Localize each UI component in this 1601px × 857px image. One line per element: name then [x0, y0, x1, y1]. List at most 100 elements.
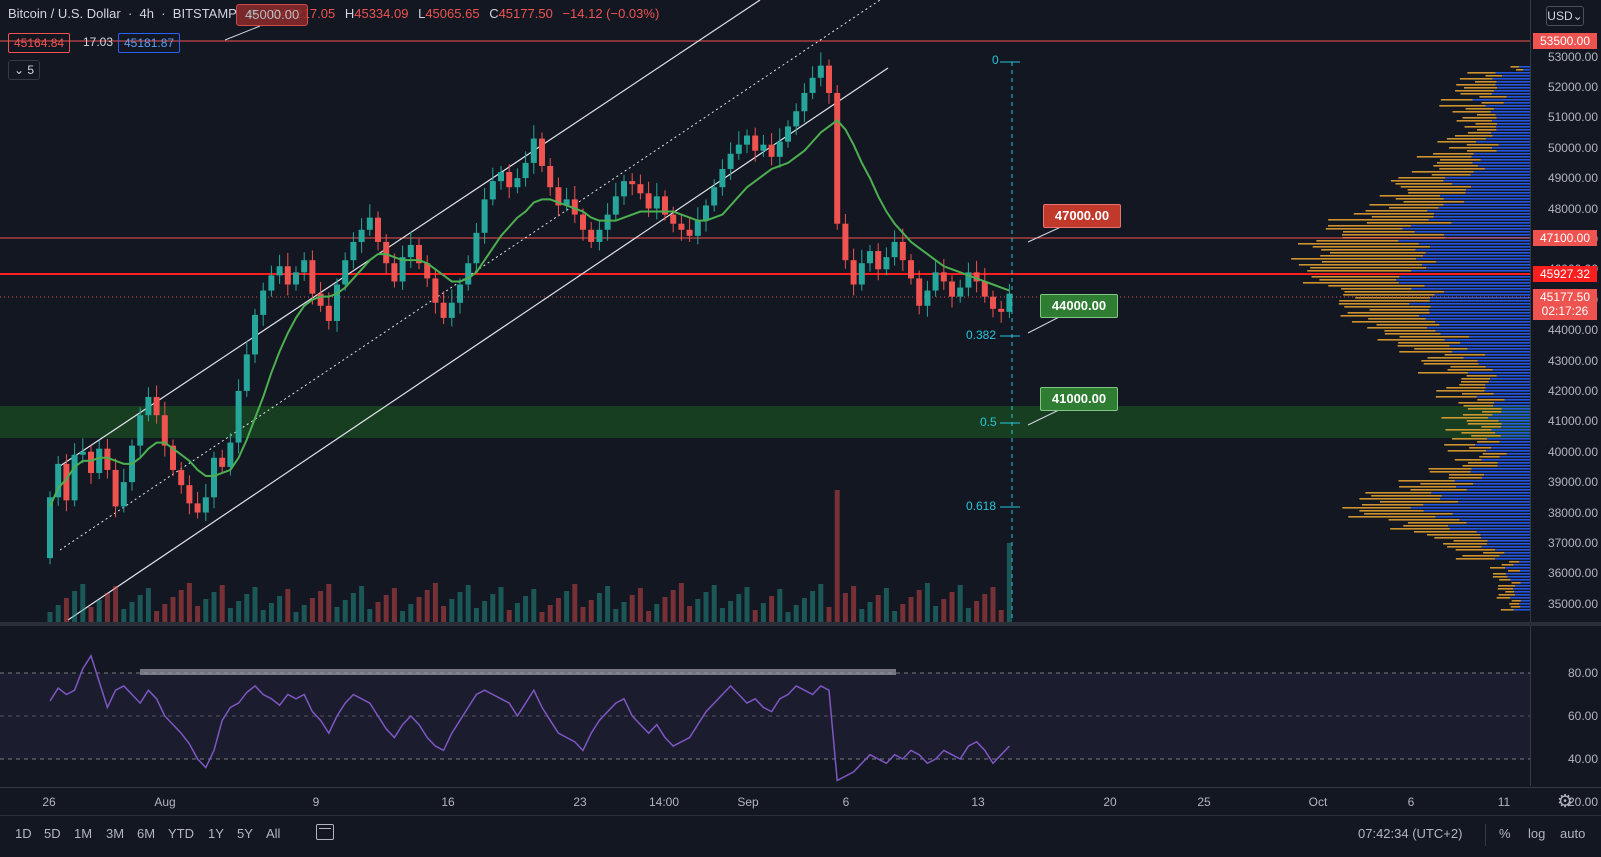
volume-profile-bar	[1388, 519, 1460, 521]
volume-profile-bar	[1459, 78, 1493, 80]
auto-toggle[interactable]: auto	[1560, 826, 1586, 841]
volume-profile-bar	[1342, 234, 1444, 236]
candle-body	[990, 296, 996, 309]
volume-profile-bar	[1471, 186, 1530, 188]
time-axis[interactable]: 26 Aug 9 16 23 14:00 Sep 6 13 20 25 Oct 6 11 ⚙	[0, 787, 1601, 816]
price-chip-44000[interactable]: 44000.00	[1040, 294, 1118, 318]
volume-bar	[318, 591, 324, 622]
volume-bar	[539, 612, 545, 622]
bid-price-box[interactable]: 45164.84	[8, 33, 71, 53]
candle-body	[145, 396, 152, 416]
exchange-label[interactable]: BITSTAMP	[172, 6, 237, 21]
volume-profile-bar	[1434, 294, 1530, 296]
candle-body	[407, 244, 414, 258]
price-chip-41000[interactable]: 41000.00	[1040, 387, 1118, 411]
volume-profile-bar	[1298, 264, 1422, 266]
volume-bar	[391, 588, 397, 622]
ask-price-box[interactable]: 45181.87	[118, 33, 181, 53]
gear-icon[interactable]: ⚙	[1557, 791, 1574, 811]
volume-profile-bar	[1407, 522, 1467, 524]
volume-profile-bar	[1433, 153, 1474, 155]
volume-bar	[760, 603, 766, 622]
volume-profile-bar	[1482, 453, 1507, 455]
range-button-ytd[interactable]: YTD	[168, 826, 194, 841]
volume-bar	[982, 594, 988, 622]
volume-bar	[580, 607, 586, 622]
volume-profile-bar	[1399, 351, 1453, 353]
volume-bar	[457, 592, 463, 622]
indicators-toggle[interactable]: ⌄ 5	[8, 60, 40, 80]
volume-profile-bar	[1329, 252, 1426, 254]
volume-profile-bar	[1504, 399, 1530, 401]
volume-bar	[449, 599, 455, 622]
volume-profile-bar	[1508, 570, 1521, 572]
candle-body	[932, 272, 939, 291]
volume-bar	[916, 590, 922, 622]
range-button-1m[interactable]: 1M	[74, 826, 93, 841]
overlap-price-chip[interactable]: 45000.00	[236, 4, 309, 26]
range-button-5d[interactable]: 5D	[44, 826, 61, 841]
volume-profile-bar	[1466, 522, 1530, 524]
rsi-pane[interactable]	[0, 626, 1530, 786]
volume-profile-bar	[1491, 447, 1530, 449]
volume-profile-bar	[1496, 129, 1530, 131]
volume-bar	[785, 612, 791, 622]
volume-profile-bar	[1465, 108, 1494, 110]
volume-profile-bar	[1500, 426, 1530, 428]
symbol-name[interactable]: Bitcoin / U.S. Dollar	[8, 6, 121, 21]
interval-label[interactable]: 4h	[139, 6, 154, 21]
volume-profile-bar	[1487, 543, 1530, 545]
candle-body	[120, 482, 127, 507]
price-chart-pane[interactable]: Bitcoin / U.S. Dollar · 4h · BITSTAMP O4…	[0, 0, 1530, 622]
candle-body	[826, 65, 832, 93]
price-chip-47000[interactable]: 47000.00	[1043, 204, 1121, 228]
percent-toggle[interactable]: %	[1499, 826, 1511, 841]
channel-lower[interactable]	[67, 67, 889, 621]
volume-profile-bar	[1501, 423, 1530, 425]
candle-body	[448, 302, 455, 318]
candle-body	[949, 281, 955, 297]
volume-profile-bar	[1520, 570, 1530, 572]
currency-button[interactable]: USD⌄	[1546, 6, 1584, 26]
volume-profile-bar	[1488, 381, 1530, 383]
volume-profile-bar	[1409, 303, 1530, 305]
volume-profile-bar	[1487, 540, 1530, 542]
rsi-resistance-line[interactable]	[140, 669, 896, 675]
close-value: 45177.50	[498, 6, 553, 21]
volume-bar	[63, 598, 69, 622]
range-button-all[interactable]: All	[266, 826, 281, 841]
volume-profile-bar	[1468, 462, 1498, 464]
volume-bar	[892, 611, 898, 622]
rsi-axis[interactable]: 80.00 60.00 40.00 20.00	[1530, 626, 1601, 809]
pane-divider[interactable]	[0, 622, 1601, 626]
volume-profile-bar	[1348, 516, 1436, 518]
volume-bar	[703, 592, 709, 622]
price-axis[interactable]: USD⌄ 53000.00 52000.00 51000.00 50000.00 490…	[1530, 0, 1601, 622]
timezone-clock[interactable]: 07:42:34 (UTC+2)	[1358, 826, 1463, 841]
range-button-1y[interactable]: 1Y	[208, 826, 224, 841]
log-toggle[interactable]: log	[1528, 826, 1546, 841]
range-button-5y[interactable]: 5Y	[237, 826, 253, 841]
candle-body	[785, 126, 791, 142]
channel-upper[interactable]	[59, 0, 761, 467]
volume-profile-bar	[1439, 159, 1481, 161]
range-button-1d[interactable]: 1D	[15, 826, 32, 841]
volume-profile-bar	[1448, 525, 1530, 527]
volume-bar	[465, 585, 471, 622]
range-button-3m[interactable]: 3M	[106, 826, 125, 841]
volume-profile-bar	[1497, 588, 1514, 590]
volume-profile-bar	[1390, 180, 1444, 182]
volume-profile-bar	[1497, 465, 1530, 467]
volume-bar	[260, 610, 266, 622]
volume-bar	[285, 589, 291, 622]
volume-profile-bar	[1427, 357, 1464, 359]
volume-profile-bar	[1483, 552, 1505, 554]
price-chart-svg[interactable]	[0, 0, 1530, 622]
range-button-6m[interactable]: 6M	[137, 826, 156, 841]
volume-profile-bar	[1395, 198, 1444, 200]
volume-bar	[957, 585, 963, 622]
candle-body	[850, 260, 857, 285]
volume-profile-bar	[1369, 309, 1429, 311]
volume-profile-bar	[1488, 417, 1530, 419]
date-range-icon[interactable]	[316, 824, 334, 840]
